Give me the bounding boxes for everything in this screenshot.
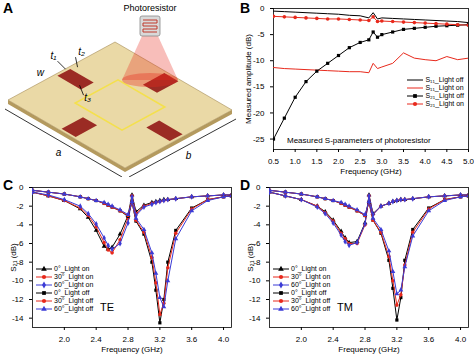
- html-text:30°_Light on: 30°_Light on: [54, 273, 94, 280]
- html-text:TM: TM: [337, 301, 353, 313]
- svg-text:-25: -25: [253, 135, 265, 144]
- html-text:S₂₁_Light off: S₂₁_Light off: [425, 92, 464, 99]
- svg-text:4.0: 4.0: [455, 335, 467, 344]
- svg-text:-5: -5: [257, 30, 265, 39]
- svg-text:-6: -6: [253, 239, 261, 249]
- svg-text:3.2: 3.2: [391, 335, 403, 344]
- html-text:30°_Light on: 30°_Light on: [291, 273, 331, 280]
- svg-text:3.2: 3.2: [154, 335, 166, 344]
- svg-text:-15: -15: [253, 82, 265, 91]
- svg-text:-14: -14: [12, 314, 24, 323]
- svg-text:2.0: 2.0: [296, 335, 308, 344]
- svg-text:2.8: 2.8: [122, 335, 134, 344]
- svg-text:-4: -4: [253, 220, 261, 229]
- html-text:0°_Light on: 0°_Light on: [54, 265, 90, 272]
- svg-text:3.6: 3.6: [423, 335, 435, 344]
- svg-text:4.5: 4.5: [441, 157, 453, 166]
- svg-text:-12: -12: [12, 295, 24, 304]
- html-text:Measured S-parameters of photo: Measured S-parameters of photoresistor: [287, 136, 431, 145]
- svg-text:Frequency (GHz): Frequency (GHz): [101, 345, 163, 354]
- svg-text:a: a: [56, 147, 62, 158]
- svg-text:2.4: 2.4: [91, 335, 103, 344]
- html-text:TE: TE: [100, 301, 115, 313]
- html-text:0°_Light off: 0°_Light off: [54, 289, 90, 296]
- svg-text:0.5: 0.5: [268, 157, 280, 166]
- svg-text:-8: -8: [253, 257, 261, 267]
- svg-text:t₂: t₂: [78, 46, 85, 57]
- html-text:S₁₁_Light on: S₁₁_Light on: [425, 84, 464, 91]
- svg-text:0: 0: [19, 183, 24, 192]
- html-text:A: A: [3, 0, 14, 16]
- svg-text:2.0: 2.0: [333, 157, 345, 166]
- svg-text:-10: -10: [12, 276, 24, 285]
- svg-text:0: 0: [260, 4, 265, 13]
- svg-text:t₃: t₃: [84, 92, 91, 103]
- svg-text:3.5: 3.5: [398, 157, 410, 166]
- html-text:D: D: [240, 177, 251, 193]
- svg-text:S₂₁ (dB): S₂₁ (dB): [9, 243, 18, 272]
- html-text:60°_Light on: 60°_Light on: [291, 281, 331, 288]
- svg-text:-10: -10: [253, 56, 265, 65]
- svg-text:-2: -2: [16, 202, 24, 211]
- svg-text:t₁: t₁: [51, 50, 57, 61]
- svg-text:S₂₁ (dB): S₂₁ (dB): [246, 243, 255, 272]
- html-text:30°_Light off: 30°_Light off: [54, 297, 94, 304]
- svg-text:-14: -14: [249, 314, 261, 323]
- svg-text:b: b: [186, 150, 192, 161]
- svg-text:0: 0: [256, 183, 261, 192]
- svg-text:4.0: 4.0: [420, 157, 432, 166]
- svg-text:3.0: 3.0: [376, 157, 388, 166]
- html-text:0°_Light on: 0°_Light on: [291, 265, 327, 272]
- html-text:B: B: [240, 0, 251, 16]
- svg-text:-8: -8: [16, 257, 24, 267]
- svg-text:4.0: 4.0: [218, 335, 230, 344]
- svg-text:-12: -12: [249, 295, 261, 304]
- svg-text:-6: -6: [16, 239, 24, 249]
- html-text:C: C: [3, 177, 14, 193]
- svg-text:2.5: 2.5: [355, 157, 367, 166]
- svg-text:1.0: 1.0: [290, 157, 302, 166]
- svg-text:2.8: 2.8: [359, 335, 371, 344]
- html-text:S₁₁_Light off: S₁₁_Light off: [425, 76, 464, 83]
- svg-text:-10: -10: [249, 276, 261, 285]
- svg-text:Frequency (GHz): Frequency (GHz): [338, 345, 400, 354]
- html-text:60°_Light on: 60°_Light on: [54, 281, 94, 288]
- html-text:30°_Light off: 30°_Light off: [291, 297, 331, 304]
- html-text:0°_Light off: 0°_Light off: [291, 289, 327, 296]
- svg-text:-20: -20: [253, 109, 265, 118]
- svg-text:Frequency (GHz): Frequency (GHz): [340, 167, 402, 176]
- html-text:60°_Light off: 60°_Light off: [54, 305, 94, 312]
- html-text:S₂₁_Light on: S₂₁_Light on: [425, 100, 464, 107]
- svg-text:2.4: 2.4: [328, 335, 340, 344]
- svg-text:w: w: [37, 67, 45, 78]
- svg-text:Photoresistor: Photoresistor: [123, 3, 176, 13]
- svg-text:5.0: 5.0: [463, 157, 474, 166]
- svg-text:-4: -4: [16, 220, 24, 229]
- html-text:60°_Light off: 60°_Light off: [291, 305, 331, 312]
- svg-text:-2: -2: [253, 202, 261, 211]
- svg-text:Measured amplitude (dB): Measured amplitude (dB): [244, 34, 253, 124]
- svg-text:1.5: 1.5: [311, 157, 323, 166]
- svg-text:2.0: 2.0: [59, 335, 71, 344]
- svg-text:3.6: 3.6: [186, 335, 198, 344]
